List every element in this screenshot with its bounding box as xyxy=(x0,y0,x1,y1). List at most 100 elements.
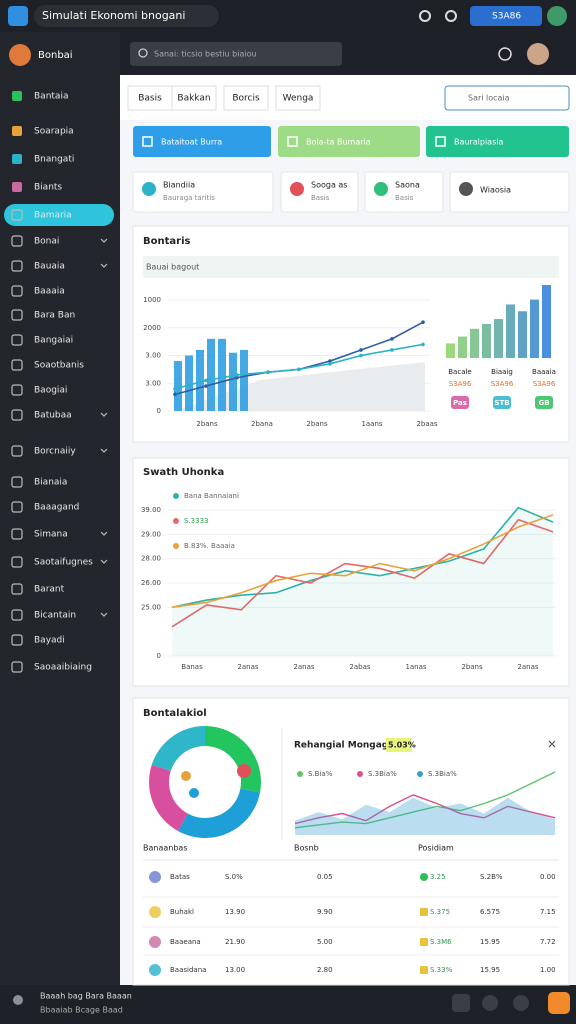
nav-item[interactable]: Bauaia xyxy=(34,262,65,272)
tab[interactable] xyxy=(171,85,217,111)
action-button[interactable] xyxy=(133,126,271,157)
table-cell[interactable]: Buhakl xyxy=(170,908,194,916)
card[interactable] xyxy=(364,171,444,213)
table-cell: S.3M6 xyxy=(430,938,452,946)
footer-btn[interactable] xyxy=(548,992,570,1014)
row-icon xyxy=(149,936,161,948)
table-cell: S.33% xyxy=(430,966,453,974)
nav-item[interactable]: Baaaia xyxy=(34,287,65,297)
card-title: Wiaosia xyxy=(480,186,511,195)
nav-item[interactable]: Bnangati xyxy=(34,155,74,165)
nav-item[interactable]: Simana xyxy=(34,530,68,540)
card[interactable] xyxy=(132,171,274,213)
top-icon xyxy=(419,10,431,22)
nav-item[interactable]: Biants xyxy=(34,183,62,193)
line-point xyxy=(421,342,425,347)
line-series xyxy=(171,518,554,628)
button-icon xyxy=(435,136,446,147)
nav-item[interactable]: Bantaia xyxy=(34,92,68,102)
card-title: Saona xyxy=(395,181,420,190)
filter-box[interactable] xyxy=(444,85,570,111)
panel-title: Bontaris xyxy=(143,236,190,247)
table-cell: 21.90 xyxy=(225,938,245,946)
footer-btn xyxy=(513,995,529,1011)
nav-item[interactable]: Soarapia xyxy=(34,127,74,137)
card[interactable] xyxy=(449,171,570,213)
nav-icon xyxy=(11,528,23,540)
nav-item[interactable]: Bianaia xyxy=(34,478,67,488)
nav-item[interactable]: Baogiai xyxy=(34,386,67,396)
table-cell[interactable]: Baasidana xyxy=(170,966,206,974)
tab-label[interactable]: Borcis xyxy=(232,94,260,104)
nav-item[interactable]: Borcnaiiy xyxy=(34,447,76,457)
mini-bar xyxy=(518,311,527,358)
nav-item[interactable]: Bangaiai xyxy=(34,336,73,346)
stat-value: S3A96 xyxy=(491,380,514,388)
nav-item[interactable]: Batubaa xyxy=(34,411,72,421)
donut-segment xyxy=(178,788,261,838)
legend-dot xyxy=(297,771,303,777)
action-button[interactable] xyxy=(278,126,420,157)
mini-bar xyxy=(530,299,539,358)
badge[interactable] xyxy=(470,6,542,26)
action-button[interactable] xyxy=(426,126,569,157)
donut-segment xyxy=(148,764,188,832)
button-icon xyxy=(287,136,298,147)
tab-label[interactable]: Basis xyxy=(138,94,162,104)
nav-item[interactable]: Barant xyxy=(34,585,65,595)
table-cell[interactable]: Batas xyxy=(170,873,190,881)
button-label[interactable]: Bataitoat Burra xyxy=(161,138,222,147)
table-cell: 9.90 xyxy=(317,908,333,916)
nav-item[interactable]: Bonai xyxy=(34,237,59,247)
search-box[interactable] xyxy=(130,42,342,66)
table-cell: S.0% xyxy=(225,873,243,881)
nav-item[interactable]: Bamaria xyxy=(34,211,72,221)
area-decoration xyxy=(175,362,425,411)
header-avatar xyxy=(527,43,549,65)
card[interactable] xyxy=(280,171,359,213)
legend-label: S.Bia% xyxy=(308,770,333,778)
y-tick-label: 2000 xyxy=(143,324,161,332)
button-label[interactable]: Bola-ta Bumaria xyxy=(306,138,371,147)
table-cell: 0.05 xyxy=(317,873,333,881)
legend-dot xyxy=(173,543,179,549)
nav-icon xyxy=(12,91,22,101)
stat-badge xyxy=(535,396,553,409)
close-icon[interactable] xyxy=(548,740,556,748)
nav-item[interactable]: Saotaifugnes xyxy=(34,558,93,568)
bar xyxy=(240,349,248,411)
y-tick-label: 0 xyxy=(157,652,161,660)
y-tick-label: 28.00 xyxy=(141,555,161,563)
nav-item[interactable]: Soaotbanis xyxy=(34,361,84,371)
tab[interactable] xyxy=(127,85,173,111)
tab-label[interactable]: Bakkan xyxy=(177,94,210,104)
line-point xyxy=(328,359,332,363)
footer-btn[interactable] xyxy=(452,994,470,1012)
area-fill xyxy=(172,507,553,656)
table-cell: S.375 xyxy=(430,908,450,916)
x-tick-label: 2anas xyxy=(517,663,538,671)
nav-item[interactable]: Bara Ban xyxy=(34,311,75,321)
tab-label[interactable]: Wenga xyxy=(283,94,314,104)
line-point xyxy=(390,348,394,352)
nav-icon xyxy=(11,583,23,595)
line-point xyxy=(359,353,363,358)
bar xyxy=(196,349,204,411)
table-cell[interactable]: Baaeana xyxy=(170,938,201,946)
active-item[interactable] xyxy=(4,204,114,226)
nav-item[interactable]: Bicantain xyxy=(34,611,76,621)
button-label[interactable]: Bauralpiasia xyxy=(454,138,503,147)
x-tick-label: 2anas xyxy=(237,663,258,671)
nav-item[interactable]: Bayadi xyxy=(34,636,65,646)
app-icon[interactable] xyxy=(8,6,28,26)
table-cell: 7.72 xyxy=(540,938,556,946)
line-point xyxy=(235,373,239,377)
nav-item[interactable]: Saoaaibiaing xyxy=(34,663,92,673)
header-icon xyxy=(498,47,512,61)
tab[interactable] xyxy=(223,85,269,111)
brand-logo xyxy=(9,44,31,66)
table-header: Banaanbas xyxy=(143,844,187,853)
donut-segment xyxy=(151,726,205,771)
nav-item[interactable]: Baaagand xyxy=(34,503,79,513)
tab[interactable] xyxy=(275,85,321,111)
